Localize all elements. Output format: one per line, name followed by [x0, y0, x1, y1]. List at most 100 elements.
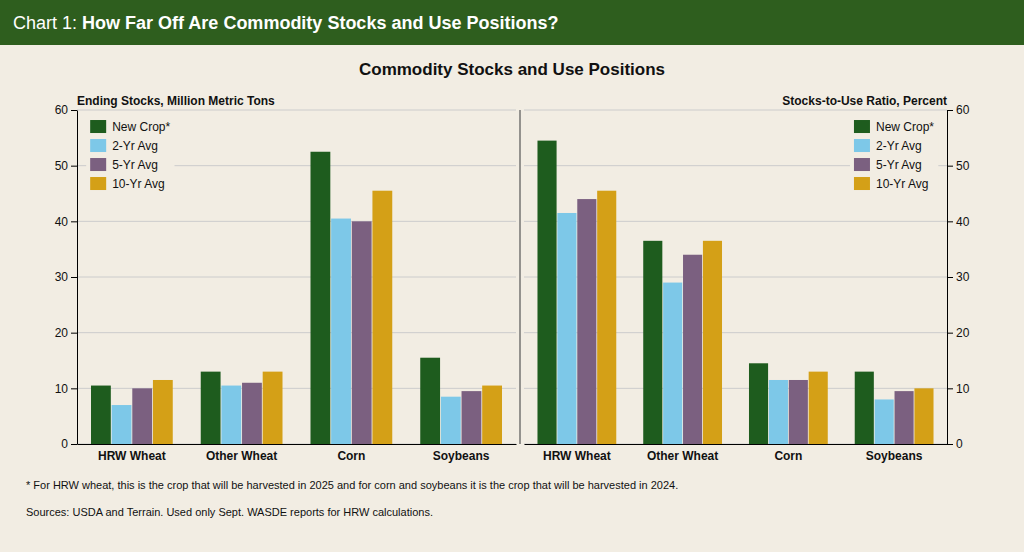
bar: [420, 358, 440, 444]
y-tick: 60: [947, 103, 970, 117]
axis-line: [525, 444, 948, 445]
bar-series: [153, 191, 502, 444]
legend-item: 10-Yr Avg: [90, 177, 164, 191]
bar: [221, 386, 241, 444]
tick-label: Corn: [337, 449, 365, 463]
legend-item: 5-Yr Avg: [90, 158, 158, 172]
tick-label: 50: [956, 159, 970, 173]
tick-label: HRW Wheat: [98, 449, 166, 463]
bar: [310, 152, 330, 444]
x-tick: Soybeans: [866, 444, 923, 463]
tick-mark: [71, 388, 77, 389]
legend-label: New Crop*: [876, 120, 934, 134]
bar: [372, 191, 392, 444]
tick-mark: [947, 444, 953, 445]
y-tick: 50: [947, 159, 970, 173]
bar-series: [537, 141, 873, 444]
legend: New Crop* 2-Yr Avg 5-Yr Avg 10-Yr Avg: [850, 116, 938, 195]
tick-mark: [71, 166, 77, 167]
y-axis: 0 10 20 30 40 50 60: [947, 103, 970, 451]
bar: [577, 199, 596, 444]
tick-label: 10: [956, 382, 970, 396]
tick-label: Corn: [774, 449, 802, 463]
grid-line: [77, 277, 516, 278]
legend-label: 2-Yr Avg: [876, 139, 922, 153]
bar: [597, 191, 616, 444]
bar-series: [132, 221, 481, 444]
grid-line: [77, 221, 516, 222]
tick-mark: [71, 110, 77, 111]
axis-line: [77, 111, 78, 445]
bar: [153, 380, 173, 444]
legend-label: 5-Yr Avg: [876, 158, 922, 172]
tick-label: HRW Wheat: [543, 449, 611, 463]
legend-swatch: [90, 158, 106, 171]
legend-swatch: [854, 120, 870, 133]
bar: [201, 372, 221, 444]
y-tick: 0: [947, 437, 963, 451]
legend-swatch: [854, 139, 870, 152]
legend-label: 10-Yr Avg: [112, 177, 164, 191]
axis-line: [78, 444, 517, 445]
legend-label: New Crop*: [112, 120, 170, 134]
y-tick: 10: [947, 382, 970, 396]
grid-line: [77, 110, 516, 111]
grid-line: [77, 332, 516, 333]
legend-background: [86, 116, 174, 195]
x-tick: HRW Wheat: [98, 444, 166, 463]
legend-label: 10-Yr Avg: [876, 177, 928, 191]
bar: [91, 386, 111, 444]
tick-mark: [71, 333, 77, 334]
x-tick: Other Wheat: [206, 444, 277, 463]
tick-mark: [947, 110, 953, 111]
legend-background: [850, 116, 938, 195]
tick-mark: [947, 333, 953, 334]
axis-title: Stocks-to-Use Ratio, Percent: [782, 94, 947, 108]
bar: [482, 386, 502, 444]
chart-title: Commodity Stocks and Use Positions: [359, 60, 665, 79]
bar: [855, 372, 874, 444]
legend-swatch: [90, 139, 106, 152]
legend-item: New Crop*: [854, 120, 934, 134]
background: [0, 0, 1024, 552]
footnote: Sources: USDA and Terrain. Used only Sep…: [26, 506, 433, 518]
panel: 0 10 20 30 40 50 60 HRW Wheat Other Wheat Corn Soy…: [524, 103, 970, 462]
tick-label: 40: [55, 215, 69, 229]
tick-mark: [947, 166, 953, 167]
bar: [663, 283, 682, 444]
y-tick: 50: [55, 159, 77, 173]
tick-mark: [71, 221, 77, 222]
axis-title: Ending Stocks, Million Metric Tons: [77, 94, 275, 108]
tick-label: 40: [956, 215, 970, 229]
x-tick: Corn: [774, 444, 802, 463]
bar-series: [112, 219, 461, 444]
y-tick: 20: [947, 326, 970, 340]
x-tick: Other Wheat: [647, 444, 718, 463]
tick-label: 20: [55, 326, 69, 340]
legend-label: 5-Yr Avg: [112, 158, 158, 172]
bar-series: [577, 199, 913, 444]
x-tick: HRW Wheat: [543, 444, 611, 463]
tick-label: 0: [956, 437, 963, 451]
x-tick: Corn: [337, 444, 365, 463]
y-tick: 10: [55, 382, 77, 396]
legend-swatch: [90, 177, 106, 190]
legend-swatch: [90, 120, 106, 133]
bar: [331, 219, 351, 444]
y-tick: 20: [55, 326, 77, 340]
y-tick: 60: [55, 103, 77, 117]
tick-label: 20: [956, 326, 970, 340]
legend-item: 2-Yr Avg: [90, 139, 158, 153]
tick-mark: [947, 221, 953, 222]
tick-label: Other Wheat: [206, 449, 277, 463]
bar-series: [597, 191, 933, 444]
legend-item: 10-Yr Avg: [854, 177, 928, 191]
tick-label: 30: [956, 270, 970, 284]
bar: [132, 388, 152, 444]
bar: [703, 241, 722, 444]
y-tick: 30: [947, 270, 970, 284]
tick-mark: [71, 444, 77, 445]
tick-label: 60: [956, 103, 970, 117]
bar: [914, 388, 933, 444]
tick-label: Soybeans: [433, 449, 490, 463]
